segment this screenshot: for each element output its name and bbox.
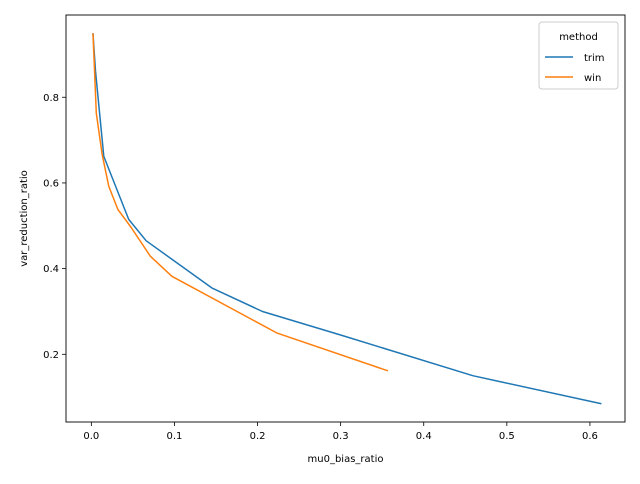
y-axis-title: var_reduction_ratio bbox=[19, 170, 30, 267]
legend-title: method bbox=[559, 32, 598, 43]
x-tick-label: 0.1 bbox=[166, 431, 182, 442]
x-tick-label: 0.2 bbox=[250, 431, 266, 442]
x-tick-label: 0.5 bbox=[499, 431, 515, 442]
x-axis-title: mu0_bias_ratio bbox=[308, 454, 384, 465]
y-tick-label: 0.6 bbox=[43, 178, 59, 189]
legend-label-trim: trim bbox=[584, 53, 605, 64]
plot-frame bbox=[65, 14, 626, 423]
legend-box bbox=[538, 21, 619, 90]
y-axis-ticks: 0.2 0.4 0.6 0.8 bbox=[43, 93, 66, 361]
plot-lines bbox=[92, 33, 602, 405]
y-tick-label: 0.8 bbox=[43, 93, 59, 104]
y-tick-label: 0.2 bbox=[43, 350, 59, 361]
x-axis-ticks: 0.0 0.1 0.2 0.3 0.4 0.5 0.6 bbox=[83, 422, 598, 442]
y-tick-label: 0.4 bbox=[43, 264, 59, 275]
x-tick-label: 0.6 bbox=[582, 431, 598, 442]
series-line-win bbox=[92, 33, 389, 372]
x-tick-label: 0.0 bbox=[83, 431, 99, 442]
x-tick-label: 0.3 bbox=[333, 431, 349, 442]
series-line-trim bbox=[92, 33, 602, 405]
legend: method trim win bbox=[538, 21, 619, 90]
legend-label-win: win bbox=[584, 73, 601, 84]
x-tick-label: 0.4 bbox=[416, 431, 432, 442]
